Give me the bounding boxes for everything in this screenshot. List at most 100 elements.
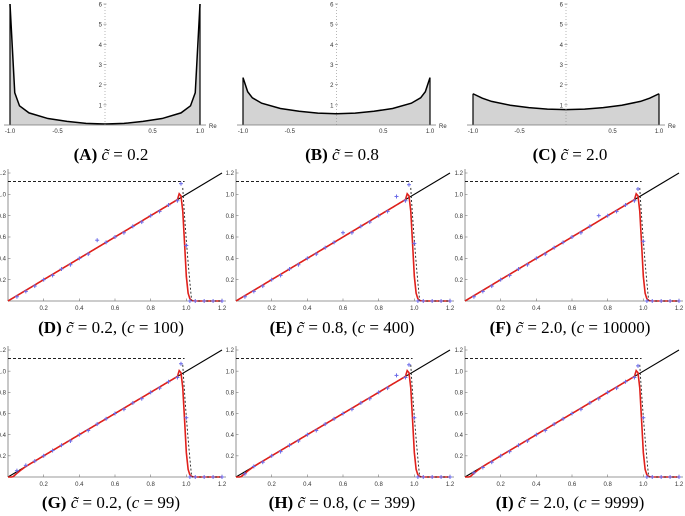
x-tick-label: 1.0: [655, 129, 664, 135]
y-tick-label: 0.6: [0, 412, 7, 418]
theory-curve: [639, 364, 679, 478]
caption-c: (C) c̃ = 2.0: [532, 145, 608, 164]
x-tick-label: 0.4: [75, 482, 84, 488]
y-tick-label: 1: [99, 103, 103, 109]
x-tick-label: 0.8: [374, 482, 383, 488]
caption-f: (F) c̃ = 2.0, (c = 10000): [489, 318, 651, 337]
y-tick-label: 6: [330, 3, 334, 9]
panel-f: 0.2 0.4 0.6 0.8 1.0 1.2 0.2 0.4 0.6 0.8 1.0 1.2: [455, 169, 684, 312]
y-tick-label: 0.4: [226, 257, 235, 263]
x-tick-label: 1.2: [675, 306, 684, 312]
x-tick-label: 0.4: [532, 306, 541, 312]
x-tick-label: -0.5: [52, 129, 63, 135]
x-tick-label: -1.0: [238, 129, 249, 135]
y-tick-label: 1.0: [455, 193, 464, 199]
y-tick-label: 0.8: [226, 214, 235, 220]
panel-i: 0.2 0.4 0.6 0.8 1.0 1.2 0.2 0.4 0.6 0.8 1.0 1.2: [455, 346, 684, 488]
y-tick-label: 1: [330, 103, 334, 109]
caption-e: (E) c̃ = 0.8, (c = 400): [269, 318, 415, 337]
y-tick-label: 6: [99, 3, 103, 9]
y-tick-label: 3: [99, 63, 103, 69]
x-tick-label: 1.0: [182, 306, 191, 312]
x-tick-label: 0.8: [146, 482, 155, 488]
theory-curve: [410, 364, 450, 478]
y-tick-label: 0.4: [455, 257, 464, 263]
x-tick-label: 0.6: [568, 482, 577, 488]
x-tick-label: 0.6: [339, 306, 348, 312]
theory-curve: [182, 364, 222, 478]
y-tick-label: 1.0: [226, 369, 235, 375]
y-tick-label: 0.2: [0, 454, 7, 460]
x-tick-label: -1.0: [468, 129, 479, 135]
x-tick-label: 1.2: [675, 482, 684, 488]
x-tick-label: 0.8: [374, 306, 383, 312]
y-tick-label: 0.8: [455, 214, 464, 220]
x-tick-label: 1.0: [182, 482, 191, 488]
x-tick-label: -1.0: [5, 129, 16, 135]
y-tick-label: 0.8: [0, 391, 7, 397]
x-tick-label: 1.0: [639, 306, 648, 312]
density-area: [243, 77, 430, 125]
y-tick-label: 1.0: [0, 369, 7, 375]
caption-d: (D) c̃ = 0.2, (c = 100): [38, 318, 184, 337]
y-tick-label: 0.2: [455, 278, 464, 284]
x-axis-label: Re: [668, 124, 676, 130]
x-tick-label: 1.0: [426, 129, 435, 135]
x-tick-label: 0.5: [148, 129, 157, 135]
x-tick-label: 0.8: [603, 482, 612, 488]
y-tick-label: 0.4: [0, 257, 7, 263]
y-tick-label: 4: [330, 43, 334, 49]
x-tick-label: 0.2: [267, 482, 276, 488]
y-tick-label: 2: [560, 83, 564, 89]
y-tick-label: 0.6: [455, 235, 464, 241]
x-tick-label: 0.6: [111, 482, 120, 488]
panel-h: 0.2 0.4 0.6 0.8 1.0 1.2 0.2 0.4 0.6 0.8 1.0 1.2: [226, 346, 455, 488]
y-tick-label: 5: [330, 23, 334, 29]
y-tick-label: 2: [330, 83, 334, 89]
y-tick-label: 1.0: [226, 193, 235, 199]
x-tick-label: 0.8: [603, 306, 612, 312]
y-tick-label: 4: [560, 43, 564, 49]
y-tick-label: 0.6: [226, 235, 235, 241]
x-tick-label: 0.4: [303, 306, 312, 312]
panel-d: 0.2 0.4 0.6 0.8 1.0 1.2 0.2 0.4 0.6 0.8 1.0 1.2: [0, 169, 227, 312]
x-tick-label: 0.5: [608, 129, 617, 135]
y-tick-label: 0.8: [0, 214, 7, 220]
y-tick-label: 3: [560, 63, 564, 69]
x-tick-label: 1.2: [446, 482, 455, 488]
y-tick-label: 0.6: [455, 412, 464, 418]
panel-a: 1 2 3 4 5 6 -1.0 -0.5 0.5 1.0 Re: [4, 2, 217, 135]
density-area: [473, 93, 659, 125]
y-tick-label: 0.6: [0, 235, 7, 241]
y-tick-label: 0.8: [226, 391, 235, 397]
x-tick-label: 1.2: [218, 306, 227, 312]
y-tick-label: 4: [99, 43, 103, 49]
x-tick-label: 0.2: [496, 306, 505, 312]
x-tick-label: 0.4: [532, 482, 541, 488]
x-tick-label: 1.0: [639, 482, 648, 488]
x-axis-label: Re: [209, 124, 217, 130]
density-curve: [242, 77, 431, 115]
y-tick-label: 0.2: [226, 454, 235, 460]
y-tick-label: 0.4: [0, 433, 7, 439]
caption-b: (B) c̃ = 0.8: [305, 145, 379, 164]
y-tick-label: 6: [560, 3, 564, 9]
y-tick-label: 0.6: [226, 412, 235, 418]
y-tick-label: 2: [99, 83, 103, 89]
y-tick-label: 0.2: [226, 278, 235, 284]
theory-curve: [410, 187, 450, 302]
y-tick-label: 1.0: [455, 369, 464, 375]
panel-g: 0.2 0.4 0.6 0.8 1.0 1.2 0.2 0.4 0.6 0.8 1.0 1.2: [0, 346, 227, 488]
density-curve: [9, 3, 201, 125]
x-tick-label: 0.2: [39, 306, 48, 312]
x-tick-label: 0.2: [267, 306, 276, 312]
y-tick-label: 1.2: [0, 348, 7, 354]
theory-curve: [182, 187, 222, 302]
x-tick-label: 0.6: [339, 482, 348, 488]
y-tick-label: 1.2: [455, 348, 464, 354]
y-tick-label: 3: [330, 63, 334, 69]
y-tick-label: 0.2: [0, 278, 7, 284]
theory-curve: [639, 187, 679, 302]
x-tick-label: 0.8: [146, 306, 155, 312]
